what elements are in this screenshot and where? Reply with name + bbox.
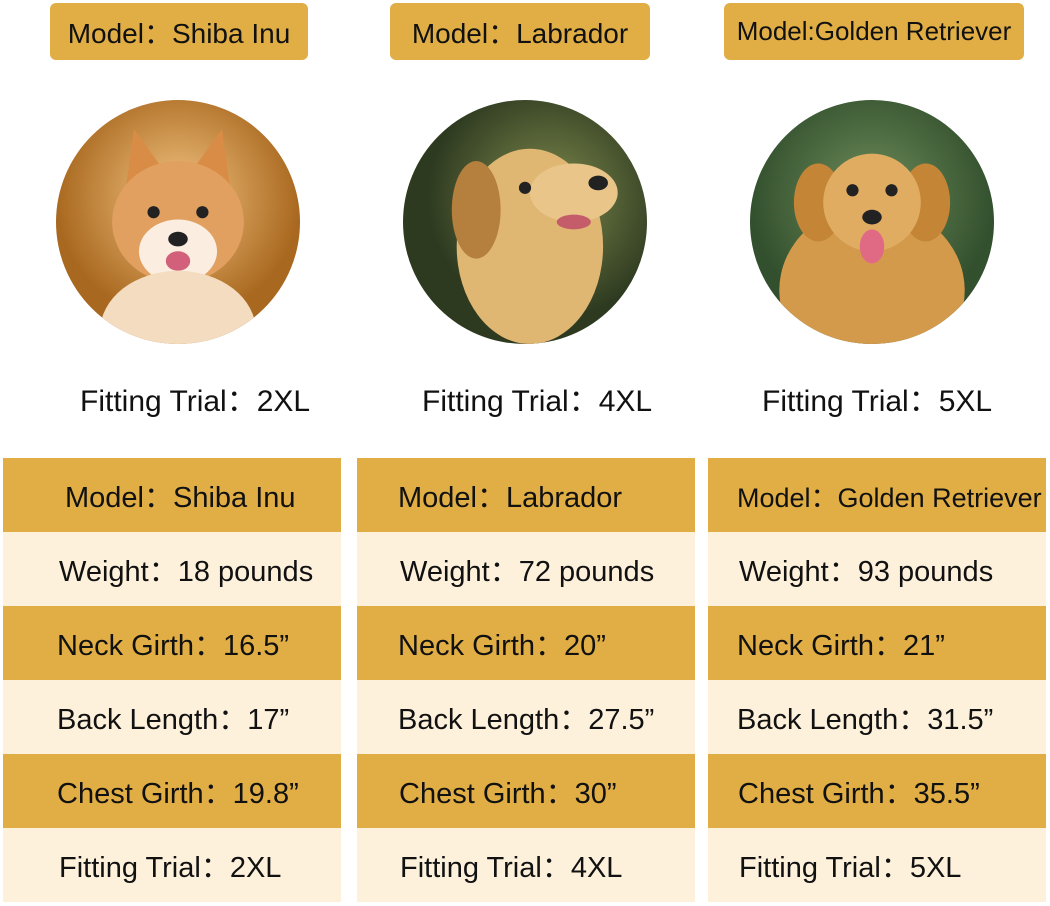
fitting-trial-shiba: Fitting Trial：2XL — [80, 385, 311, 418]
model-badge-golden: Model:Golden Retriever — [724, 3, 1024, 60]
chest-girth-row: Chest Girth：30” — [357, 754, 695, 828]
weight-row: Weight：93 pounds — [708, 532, 1046, 606]
labrador-photo — [403, 100, 647, 344]
weight-row: Weight：72 pounds — [357, 532, 695, 606]
back-length-row: Back Length：31.5” — [708, 680, 1046, 754]
chest-girth-row: Chest Girth：19.8” — [3, 754, 341, 828]
weight-row: Weight：18 pounds — [3, 532, 341, 606]
model-row: Model：Shiba Inu — [3, 458, 341, 532]
fitting-trial-row: Fitting Trial：5XL — [708, 828, 1046, 902]
size-table-shiba: Model：Shiba Inu Weight：18 pounds Neck Gi… — [3, 458, 341, 902]
chest-girth-row: Chest Girth：35.5” — [708, 754, 1046, 828]
model-row: Model：Golden Retriever — [708, 458, 1046, 532]
shiba-inu-photo — [56, 100, 300, 344]
model-badge-shiba: Model：Shiba Inu — [50, 3, 308, 60]
golden-retriever-photo — [750, 100, 994, 344]
model-row: Model：Labrador — [357, 458, 695, 532]
neck-girth-row: Neck Girth：20” — [357, 606, 695, 680]
fitting-trial-labrador: Fitting Trial：4XL — [422, 385, 653, 418]
size-table-labrador: Model：Labrador Weight：72 pounds Neck Gir… — [357, 458, 695, 902]
neck-girth-row: Neck Girth：16.5” — [3, 606, 341, 680]
model-badge-labrador: Model：Labrador — [390, 3, 650, 60]
fitting-trial-row: Fitting Trial：2XL — [3, 828, 341, 902]
fitting-trial-golden: Fitting Trial：5XL — [762, 385, 993, 418]
back-length-row: Back Length：27.5” — [357, 680, 695, 754]
neck-girth-row: Neck Girth：21” — [708, 606, 1046, 680]
size-table-golden: Model：Golden Retriever Weight：93 pounds … — [708, 458, 1046, 902]
fitting-trial-row: Fitting Trial：4XL — [357, 828, 695, 902]
back-length-row: Back Length：17” — [3, 680, 341, 754]
